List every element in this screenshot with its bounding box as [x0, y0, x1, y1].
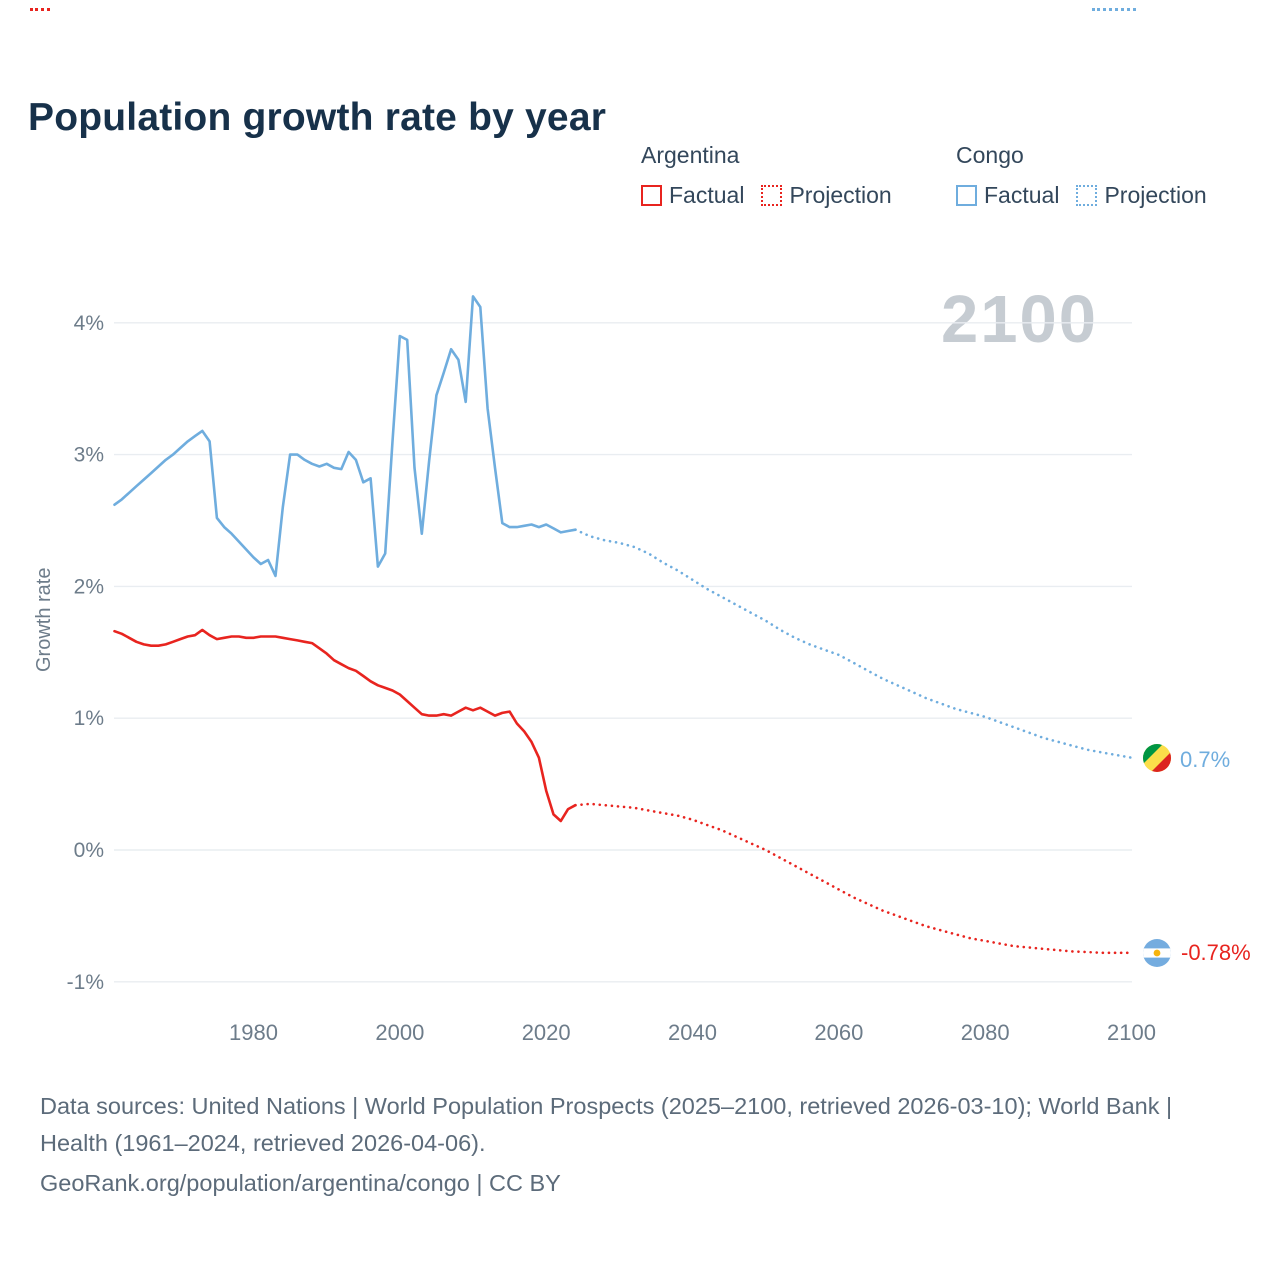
svg-text:2000: 2000 [375, 1020, 424, 1045]
svg-text:2020: 2020 [522, 1020, 571, 1045]
legend-item-argentina-factual[interactable]: Factual [641, 182, 744, 209]
svg-text:2060: 2060 [814, 1020, 863, 1045]
data-sources-text: Data sources: United Nations | World Pop… [40, 1093, 1173, 1157]
svg-text:2040: 2040 [668, 1020, 717, 1045]
legend-item-label: Projection [1104, 182, 1207, 208]
svg-text:2100: 2100 [1107, 1020, 1156, 1045]
legend-country-label: Argentina [641, 142, 740, 168]
svg-text:1980: 1980 [229, 1020, 278, 1045]
legend-item-label: Projection [789, 182, 892, 208]
factual-swatch-icon [956, 185, 977, 206]
legend-item-congo-factual[interactable]: Factual [956, 182, 1059, 209]
projection-swatch-icon [1076, 185, 1098, 206]
legend-group-argentina: Argentina Factual Projection [641, 142, 892, 209]
legend-item-congo-projection[interactable]: Projection [1076, 182, 1207, 209]
svg-text:4%: 4% [74, 312, 104, 335]
legend-item-argentina-projection[interactable]: Projection [761, 182, 892, 209]
top-left-dash-decoration [30, 8, 50, 11]
page-title: Population growth rate by year [28, 96, 607, 140]
svg-text:-1%: -1% [67, 971, 104, 994]
legend-group-congo: Congo Factual Projection [956, 142, 1207, 209]
argentina-end-value: -0.78% [1181, 940, 1251, 965]
svg-text:2%: 2% [74, 575, 104, 598]
svg-text:3%: 3% [74, 444, 104, 467]
congo-end-value: 0.7% [1180, 747, 1231, 772]
legend-item-label: Factual [669, 182, 745, 208]
top-right-dash-decoration [1092, 8, 1136, 11]
attribution-link-text[interactable]: GeoRank.org/population/argentina/congo |… [40, 1170, 561, 1197]
svg-text:1%: 1% [74, 707, 104, 730]
footer: Data sources: United Nations | World Pop… [40, 1088, 1230, 1202]
argentina-flag-icon [1143, 939, 1171, 967]
congo-flag-icon [1143, 744, 1171, 772]
svg-text:0%: 0% [74, 839, 104, 862]
legend-item-label: Factual [984, 182, 1060, 208]
y-axis-label: Growth rate [33, 567, 55, 672]
projection-swatch-icon [761, 185, 783, 206]
svg-text:2080: 2080 [961, 1020, 1010, 1045]
watermark-year: 2100 [941, 282, 1099, 357]
legend-country-label: Congo [956, 142, 1024, 168]
factual-swatch-icon [641, 185, 662, 206]
